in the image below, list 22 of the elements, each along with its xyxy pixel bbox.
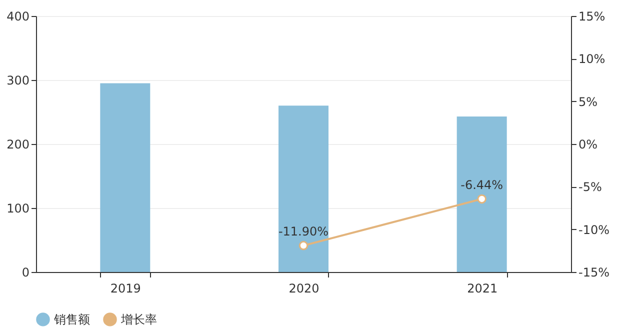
y2-tick-label: 10% bbox=[578, 52, 606, 66]
y-tick-label: 200 bbox=[6, 138, 30, 152]
x-tick-label: 2019 bbox=[110, 282, 141, 296]
y-tick-label: 400 bbox=[6, 10, 30, 24]
data-label: -6.44% bbox=[460, 178, 504, 192]
y2-tick-label: 15% bbox=[578, 10, 606, 24]
x-tick-label: 2021 bbox=[467, 282, 498, 296]
y2-tick-label: -10% bbox=[578, 222, 610, 237]
bar bbox=[456, 116, 507, 272]
bar bbox=[100, 83, 150, 272]
x-tick-label: 2020 bbox=[288, 282, 320, 296]
y2-tick-label: 5% bbox=[578, 94, 598, 109]
y2-tick-label: -15% bbox=[578, 266, 610, 280]
legend-label: 销售额 bbox=[53, 312, 90, 326]
y2-tick-label: -5% bbox=[578, 180, 602, 194]
data-label: -11.90% bbox=[278, 224, 329, 239]
y-tick-label: 0 bbox=[22, 266, 30, 280]
bar bbox=[278, 106, 328, 272]
legend-label: 增长率 bbox=[120, 312, 157, 326]
y2-tick-label: 0% bbox=[578, 138, 598, 152]
y-tick-label: 100 bbox=[6, 202, 30, 216]
y-tick-label: 300 bbox=[6, 74, 30, 88]
